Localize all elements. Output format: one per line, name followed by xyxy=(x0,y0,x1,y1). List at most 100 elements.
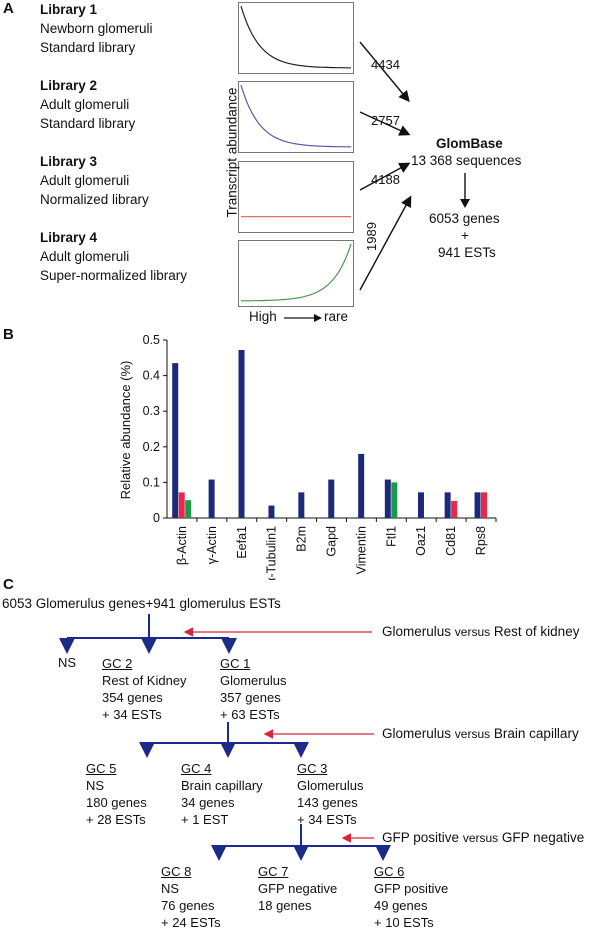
gc8-title: GC 8 xyxy=(161,864,192,879)
gc3-line1: Glomerulus xyxy=(297,778,364,793)
abundance-bar-chart: Relative abundance (%) 0 0.1 0.2 0.3 0.4 0.5 β… xyxy=(118,333,497,580)
chart-y-axis-label: Relative abundance (%) xyxy=(118,361,133,500)
gc4-line2: 34 genes xyxy=(181,795,235,810)
gc7-line2: 18 genes xyxy=(258,898,312,913)
bar xyxy=(185,500,192,518)
x-tick-label: Gapd xyxy=(325,526,339,557)
bar xyxy=(358,453,365,518)
gc1-node: GC 1 Glomerulus 357 genes + 63 ESTs xyxy=(220,655,286,723)
gc5-line1: NS xyxy=(86,778,105,793)
x-tick-label: Rps8 xyxy=(474,526,488,555)
comparison-2: Glomerulus versus Brain capillary xyxy=(382,726,579,741)
gc2-line1: Rest of Kidney xyxy=(102,673,187,688)
panel-c-letter: C xyxy=(3,576,14,593)
library-2-line1: Adult glomeruli xyxy=(40,97,130,112)
x-tick-label: B2m xyxy=(295,526,309,552)
x-tick-label: Cd81 xyxy=(444,526,458,556)
library-3-title: Library 3 xyxy=(40,154,98,169)
gc6-line1: GFP positive xyxy=(374,881,449,896)
gc3-line3: + 34 ESTs xyxy=(297,812,357,827)
library-2-curve-box xyxy=(238,81,354,153)
classification-tree xyxy=(59,614,391,861)
library-2-line2: Standard library xyxy=(40,116,136,131)
panel-b-letter: B xyxy=(3,326,14,343)
comparison-3-a: GFP positive xyxy=(382,830,460,845)
gc3-line2: 143 genes xyxy=(297,795,358,810)
bar xyxy=(444,492,451,518)
x-label-high: High xyxy=(249,309,277,324)
library-2-curve xyxy=(240,84,351,148)
x-tick-label: γ-Actin xyxy=(205,526,219,564)
gc4-line3: + 1 EST xyxy=(181,812,229,827)
gc4-title: GC 4 xyxy=(181,761,212,776)
gc3-node: GC 3 Glomerulus 143 genes + 34 ESTs xyxy=(297,760,363,828)
comparison-2-b: Brain capillary xyxy=(493,726,579,741)
comparison-3-b: GFP negative xyxy=(501,830,585,845)
library-4-line2: Super-normalized library xyxy=(40,268,188,283)
gc2-node: GC 2 Rest of Kidney 354 genes + 34 ESTs xyxy=(102,655,187,723)
library-3-line2: Normalized library xyxy=(40,192,149,207)
comparison-1-b: Rest of kidney xyxy=(493,624,580,639)
library-1-line2: Standard library xyxy=(40,40,136,55)
gc4-node: GC 4 Brain capillary 34 genes + 1 EST xyxy=(181,760,263,828)
bar xyxy=(208,479,215,518)
library-4-line1: Adult glomeruli xyxy=(40,249,130,264)
library-4-count: 1989 xyxy=(364,222,379,251)
library-3-curve-box xyxy=(238,161,354,233)
library-4-curve xyxy=(240,243,352,302)
bar xyxy=(298,492,305,518)
library-2-count: 2757 xyxy=(371,113,400,128)
x-tick-label: Eefa1 xyxy=(235,526,249,559)
comparison-2-versus: versus xyxy=(454,727,491,741)
gc1-line3: + 63 ESTs xyxy=(220,707,280,722)
library-3-label: Library 3 Adult glomeruli Normalized lib… xyxy=(40,152,149,209)
x-label-rare: rare xyxy=(324,309,349,324)
gc1-title: GC 1 xyxy=(220,656,251,671)
gc5-node: GC 5 NS 180 genes + 28 ESTs xyxy=(86,760,147,828)
tree-root-label: 6053 Glomerulus genes+941 glomerulus EST… xyxy=(2,596,281,611)
comparison-1: Glomerulus versus Rest of kidney xyxy=(382,624,579,639)
gc5-line2: 180 genes xyxy=(86,795,147,810)
gc7-node: GC 7 GFP negative 18 genes xyxy=(258,863,337,914)
down-arrow-icon xyxy=(460,173,470,208)
gc8-node: GC 8 NS 76 genes + 24 ESTs xyxy=(161,863,221,931)
bar xyxy=(474,492,481,518)
comparison-3-versus: versus xyxy=(462,831,499,845)
bar xyxy=(391,482,398,518)
right-arrow-icon xyxy=(284,314,322,322)
gc5-title: GC 5 xyxy=(86,761,117,776)
y-tick-label: 0.1 xyxy=(143,475,160,489)
gc6-line3: + 10 ESTs xyxy=(374,915,434,930)
library-2-label: Library 2 Adult glomeruli Standard libra… xyxy=(40,76,135,133)
gc5-line3: + 28 ESTs xyxy=(86,812,146,827)
gc6-line2: 49 genes xyxy=(374,898,428,913)
library-1-line1: Newborn glomeruli xyxy=(40,21,153,36)
bar xyxy=(172,363,179,518)
x-tick-label: β-Actin xyxy=(175,526,189,565)
library-4-title: Library 4 xyxy=(40,230,98,245)
y-tick-label: 0.5 xyxy=(143,333,160,347)
library-1-curve xyxy=(240,5,351,69)
panel-a-letter: A xyxy=(3,0,14,17)
gc6-title: GC 6 xyxy=(374,864,405,879)
gc2-line3: + 34 ESTs xyxy=(102,707,162,722)
comparison-1-versus: versus xyxy=(454,625,491,639)
glombase-ests: 941 ESTs xyxy=(438,245,496,260)
library-4-label: Library 4 Adult glomeruli Super-normaliz… xyxy=(40,228,187,285)
gc8-line1: NS xyxy=(161,881,180,896)
library-1-title: Library 1 xyxy=(40,2,98,17)
glombase-sequences: 13 368 sequences xyxy=(411,153,522,168)
bar xyxy=(268,505,275,518)
gc7-title: GC 7 xyxy=(258,864,289,879)
gc1-line1: Glomerulus xyxy=(220,673,287,688)
bar xyxy=(481,492,488,518)
bar xyxy=(238,349,245,518)
glombase-title: GlomBase xyxy=(436,136,503,151)
bar xyxy=(328,479,335,518)
y-tick-label: 0 xyxy=(153,511,160,525)
gc1-line2: 357 genes xyxy=(220,690,281,705)
bar xyxy=(417,492,424,518)
bar xyxy=(384,479,391,518)
library-arrows xyxy=(359,41,412,291)
y-tick-label: 0.3 xyxy=(143,404,160,418)
